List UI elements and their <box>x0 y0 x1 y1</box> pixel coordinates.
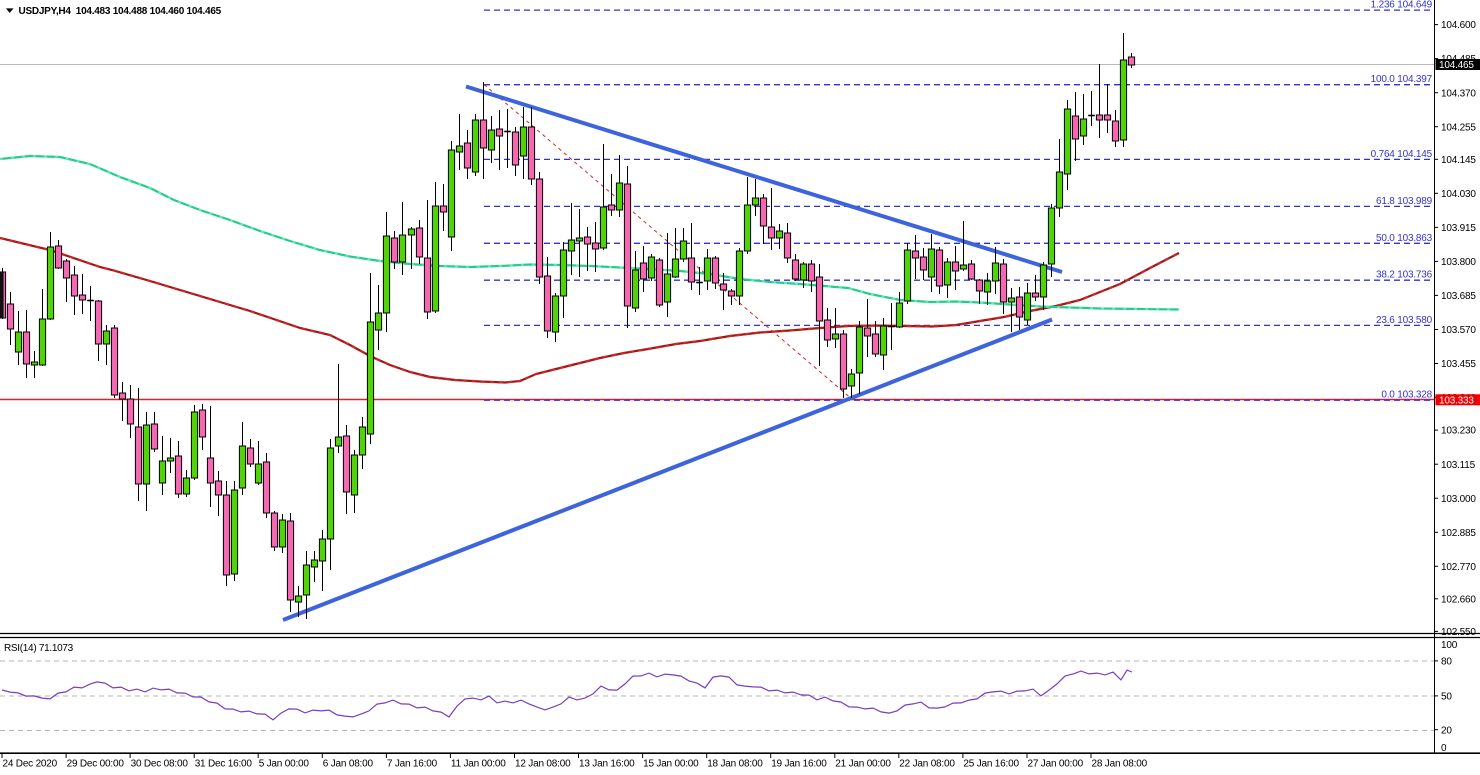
svg-text:0.764 104.145: 0.764 104.145 <box>1371 149 1433 160</box>
svg-text:103.800: 103.800 <box>1441 257 1476 268</box>
svg-text:104.600: 104.600 <box>1441 20 1476 31</box>
svg-text:103.685: 103.685 <box>1441 291 1476 302</box>
svg-text:24 Dec 2020: 24 Dec 2020 <box>3 759 58 770</box>
svg-text:103.333: 103.333 <box>1439 396 1474 407</box>
svg-text:50.0 103.863: 50.0 103.863 <box>1376 233 1433 244</box>
svg-text:23.6 103.580: 23.6 103.580 <box>1376 315 1433 326</box>
svg-text:102.770: 102.770 <box>1441 562 1476 573</box>
svg-text:103.915: 103.915 <box>1441 223 1476 234</box>
svg-text:103.115: 103.115 <box>1441 460 1476 471</box>
svg-text:102.550: 102.550 <box>1441 627 1476 638</box>
svg-text:31 Dec 16:00: 31 Dec 16:00 <box>195 759 253 770</box>
svg-text:104.145: 104.145 <box>1441 155 1476 166</box>
svg-text:28 Jan 08:00: 28 Jan 08:00 <box>1092 759 1148 770</box>
svg-text:RSI(14) 71.1073: RSI(14) 71.1073 <box>4 643 74 654</box>
svg-text:103.000: 103.000 <box>1441 494 1476 505</box>
svg-text:19 Jan 16:00: 19 Jan 16:00 <box>771 759 827 770</box>
svg-text:80: 80 <box>1441 657 1452 668</box>
svg-text:12 Jan 08:00: 12 Jan 08:00 <box>515 759 571 770</box>
svg-text:1.236 104.649: 1.236 104.649 <box>1371 0 1433 11</box>
svg-text:18 Jan 08:00: 18 Jan 08:00 <box>707 759 763 770</box>
svg-text:5 Jan 00:00: 5 Jan 00:00 <box>259 759 310 770</box>
svg-text:50: 50 <box>1441 692 1452 703</box>
svg-text:29 Dec 00:00: 29 Dec 00:00 <box>67 759 125 770</box>
svg-text:102.660: 102.660 <box>1441 594 1476 605</box>
svg-text:30 Dec 08:00: 30 Dec 08:00 <box>131 759 189 770</box>
svg-text:38.2 103.736: 38.2 103.736 <box>1376 270 1433 281</box>
svg-text:6 Jan 08:00: 6 Jan 08:00 <box>323 759 374 770</box>
svg-text:0.0 103.328: 0.0 103.328 <box>1381 390 1432 401</box>
svg-text:7 Jan 16:00: 7 Jan 16:00 <box>387 759 438 770</box>
svg-text:104.030: 104.030 <box>1441 189 1476 200</box>
svg-text:15 Jan 00:00: 15 Jan 00:00 <box>643 759 699 770</box>
svg-text:0: 0 <box>1441 743 1447 754</box>
svg-text:11 Jan 00:00: 11 Jan 00:00 <box>451 759 506 770</box>
svg-text:104.255: 104.255 <box>1441 122 1476 133</box>
svg-text:61.8 103.989: 61.8 103.989 <box>1376 196 1433 207</box>
svg-text:20: 20 <box>1441 725 1452 736</box>
svg-text:103.230: 103.230 <box>1441 426 1476 437</box>
svg-text:21 Jan 00:00: 21 Jan 00:00 <box>835 759 891 770</box>
svg-text:USDJPY,H4 104.483 104.488 104: USDJPY,H4 104.483 104.488 104.460 104.46… <box>19 6 222 17</box>
svg-text:102.885: 102.885 <box>1441 528 1476 539</box>
svg-text:104.465: 104.465 <box>1439 60 1474 71</box>
svg-text:22 Jan 08:00: 22 Jan 08:00 <box>899 759 955 770</box>
svg-text:103.455: 103.455 <box>1441 359 1476 370</box>
svg-text:13 Jan 16:00: 13 Jan 16:00 <box>579 759 635 770</box>
svg-text:27 Jan 00:00: 27 Jan 00:00 <box>1028 759 1084 770</box>
svg-text:100.0 104.397: 100.0 104.397 <box>1371 74 1433 85</box>
svg-text:100: 100 <box>1441 640 1458 651</box>
svg-text:103.570: 103.570 <box>1441 325 1476 336</box>
svg-text:104.370: 104.370 <box>1441 88 1476 99</box>
svg-text:25 Jan 16:00: 25 Jan 16:00 <box>963 759 1019 770</box>
